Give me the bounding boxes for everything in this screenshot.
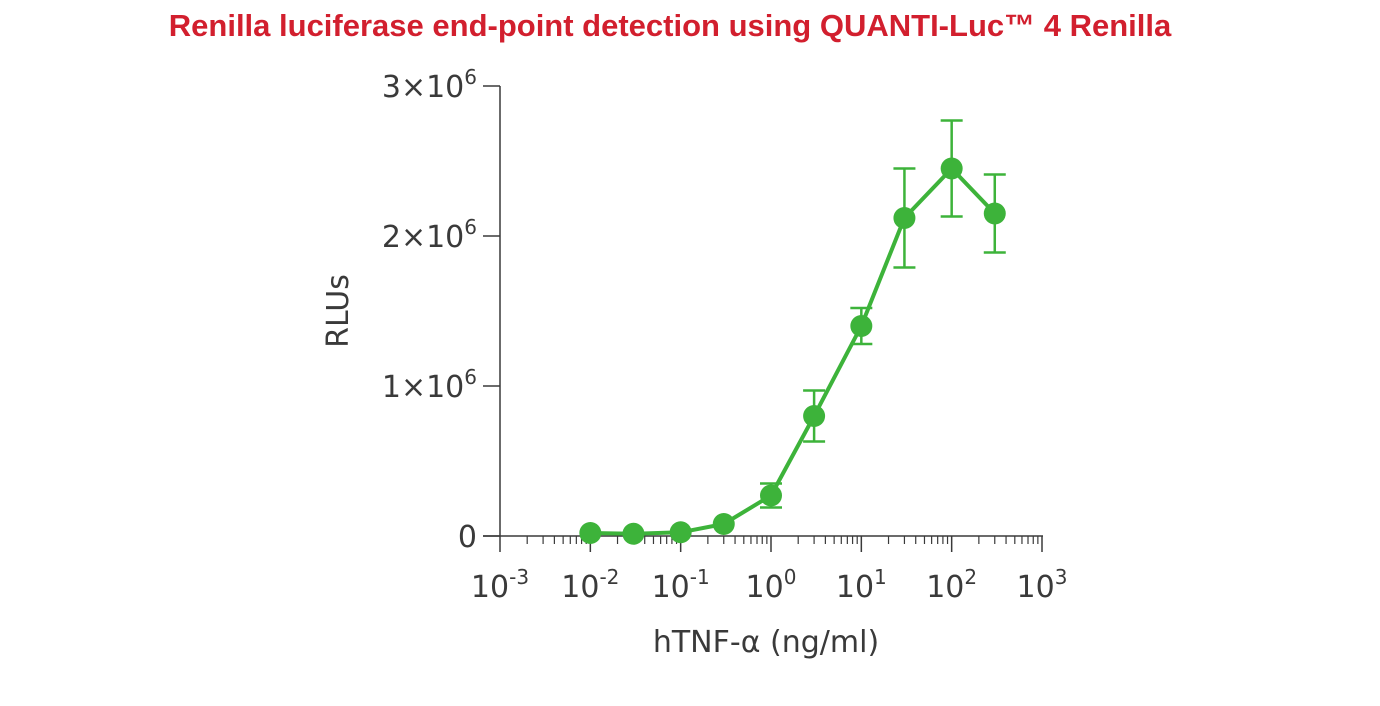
x-tick-label: 103 — [1017, 565, 1068, 605]
x-tick-label: 10-2 — [561, 565, 619, 605]
data-point — [712, 513, 735, 535]
data-point — [579, 522, 602, 544]
data-point — [760, 484, 782, 507]
y-tick-label: 2×106 — [382, 215, 477, 255]
y-tick-label: 3×106 — [382, 65, 477, 105]
chart-title: Renilla luciferase end-point detection u… — [168, 8, 1172, 43]
data-point — [850, 315, 873, 337]
x-tick-label: 10-1 — [652, 565, 710, 605]
data-point — [622, 522, 645, 545]
data-point — [803, 405, 826, 427]
data-point — [940, 157, 963, 180]
x-tick-label: 102 — [926, 565, 977, 605]
y-axis-label: RLUs — [321, 274, 356, 348]
x-tick-label: 10-3 — [471, 565, 529, 605]
data-point — [893, 207, 916, 229]
series-line — [590, 166, 997, 536]
data-point — [983, 202, 1006, 225]
x-tick-label: 100 — [746, 565, 797, 605]
y-tick-label: 0 — [458, 520, 477, 555]
x-axis-label: hTNF-α (ng/ml) — [653, 625, 879, 660]
data-point — [669, 521, 692, 544]
y-tick-label: 1×106 — [382, 365, 477, 405]
x-tick-label: 101 — [836, 565, 887, 605]
